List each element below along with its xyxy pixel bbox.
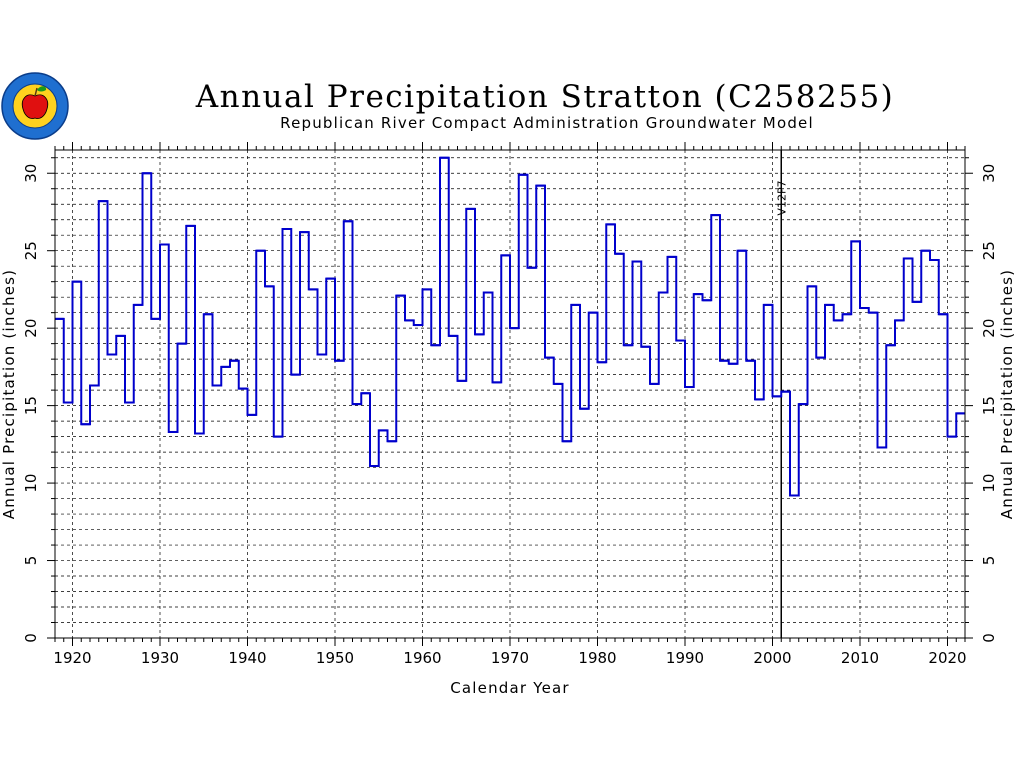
y-tick-label-left: 20 bbox=[22, 319, 40, 338]
plot-frame bbox=[54, 149, 966, 639]
y-tick-label-right: 25 bbox=[980, 241, 998, 260]
y-tick-label-left: 5 bbox=[22, 556, 40, 566]
x-tick-label: 1950 bbox=[316, 649, 354, 667]
y-tick-label-left: 15 bbox=[22, 396, 40, 415]
chart-subtitle: Republican River Compact Administration … bbox=[280, 114, 814, 132]
y-tick-label-right: 20 bbox=[980, 319, 998, 338]
rrca-logo bbox=[1, 72, 69, 140]
x-tick-label: 2010 bbox=[841, 649, 879, 667]
y-axis-label-left: Annual Precipitation (inches) bbox=[0, 269, 18, 519]
y-tick-label-right: 0 bbox=[980, 633, 998, 643]
x-tick-label: 1970 bbox=[491, 649, 529, 667]
x-tick-label: 1990 bbox=[666, 649, 704, 667]
x-tick-label: 1980 bbox=[578, 649, 616, 667]
grid-lines bbox=[55, 150, 965, 638]
x-tick-label: 1920 bbox=[53, 649, 91, 667]
y-axis-label-right: Annual Precipitation (inches) bbox=[998, 269, 1016, 519]
y-tick-label-right: 10 bbox=[980, 474, 998, 493]
y-tick-label-left: 25 bbox=[22, 241, 40, 260]
axis-ticks bbox=[47, 142, 973, 646]
x-tick-labels: 1920 1930 1940 1950 1960 1970 1980 1990 2000 2010… bbox=[53, 649, 966, 667]
x-tick-label: 1930 bbox=[141, 649, 179, 667]
y-tick-label-right: 30 bbox=[980, 164, 998, 183]
y-tick-label-left: 30 bbox=[22, 164, 40, 183]
y-tick-label-left: 10 bbox=[22, 474, 40, 493]
x-tick-label: 2000 bbox=[753, 649, 791, 667]
x-tick-label: 1940 bbox=[228, 649, 266, 667]
y-tick-labels: 0 0 5 5 10 10 15 15 20 20 25 25 30 30 bbox=[22, 164, 998, 643]
y-tick-label-left: 0 bbox=[22, 633, 40, 643]
y-tick-label-right: 5 bbox=[980, 556, 998, 566]
chart-title: Annual Precipitation Stratton (C258255) bbox=[195, 79, 895, 115]
y-tick-label-right: 15 bbox=[980, 396, 998, 415]
x-tick-label: 1960 bbox=[403, 649, 441, 667]
x-tick-label: 2020 bbox=[928, 649, 966, 667]
annotation-label: V12P7 bbox=[775, 180, 788, 215]
data-series bbox=[55, 156, 965, 497]
x-axis-label: Calendar Year bbox=[450, 679, 570, 697]
